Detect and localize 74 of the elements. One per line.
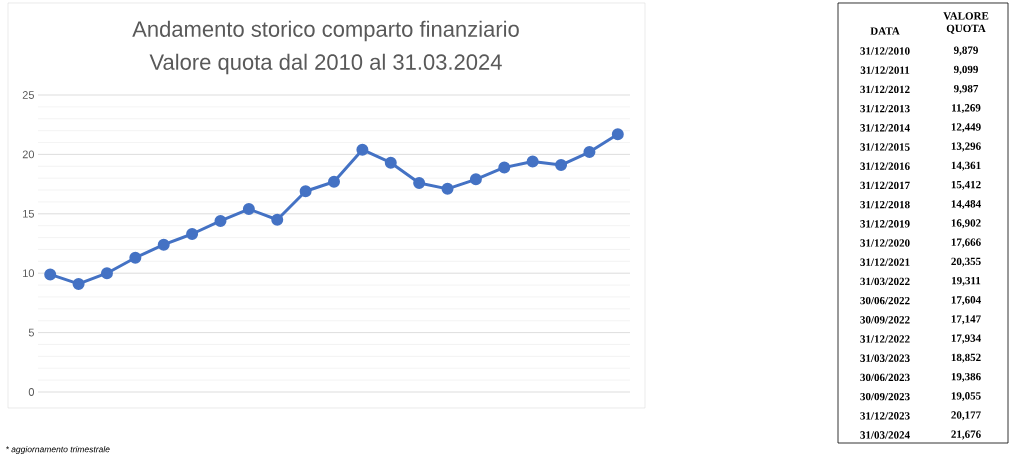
point [555,159,568,172]
point [526,155,539,168]
text: 11,269 [952,104,981,114]
point [328,175,341,188]
text: 14,484 [951,200,981,210]
text: VALORE QUOTA [943,12,989,34]
text: 20,177 [951,411,981,421]
text: DATA [870,27,900,35]
point [44,268,57,281]
y-tick-label: 10 [23,269,35,278]
y-tick-label: 20 [22,150,35,159]
text: 31/12/2013 [860,104,910,113]
y-tick-label: 5 [28,328,34,337]
point [186,227,199,240]
text: 13,296 [951,142,981,152]
point [384,156,397,169]
text: 30/09/2023 [860,392,910,401]
text: * aggiornamento trimestrale [6,446,110,454]
text: 31/12/2021 [860,258,910,266]
text: 19,386 [951,372,981,382]
text: 31/12/2018 [860,200,910,209]
point [469,173,482,186]
point [583,146,596,159]
text: 31/12/2022 [860,335,910,343]
text: 19,311 [952,276,981,286]
y-tick-label: 25 [22,91,34,99]
point [498,161,511,174]
chart-title: Andamento storico comparto finanziario [132,20,519,42]
point [299,185,312,198]
text: 9,879 [953,46,978,56]
text: 31/12/2017 [860,181,910,190]
chart-subtitle: Valore quota dal 2010 al 31.03.2024 [149,53,502,75]
point [157,238,170,251]
text: 31/03/2024 [860,431,910,439]
point [242,203,255,216]
text: 31/12/2010 [860,47,910,55]
point [611,128,624,141]
text: 17,666 [951,238,981,248]
y-tick-label: 15 [23,209,34,218]
text: 12,449 [951,123,981,133]
point [271,213,284,226]
point [441,182,454,195]
text: 31/12/2019 [860,220,910,228]
text: 31/12/2023 [860,412,910,420]
text: 30/09/2022 [860,316,910,324]
text: 9,099 [953,65,978,75]
text: 16,902 [951,219,981,229]
point [214,214,227,227]
text: 31/12/2015 [860,143,910,151]
text: 18,852 [951,353,981,363]
text: 19,055 [951,392,981,402]
point [72,277,85,290]
text: 15,412 [951,180,981,190]
y-tick-label: 0 [28,388,35,396]
text: 31/12/2014 [860,124,910,132]
point [356,143,369,156]
text: 17,934 [951,334,981,344]
text: 17,147 [951,315,981,325]
point [413,176,426,189]
text: 30/06/2022 [860,296,910,305]
point [100,267,113,280]
text: 9,987 [953,84,979,94]
text: 31/12/2016 [860,162,910,170]
text: 31/03/2023 [860,354,910,362]
text: 14,361 [951,161,981,171]
text: 31/12/2020 [860,239,910,247]
text: 17,604 [951,296,981,306]
text: 20,355 [951,257,981,267]
text: 21,676 [951,430,981,440]
point [129,251,142,264]
text: 30/06/2023 [860,373,910,382]
text: 31/03/2022 [860,277,910,286]
text: 31/12/2011 [860,66,910,74]
text: 31/12/2012 [860,85,910,94]
